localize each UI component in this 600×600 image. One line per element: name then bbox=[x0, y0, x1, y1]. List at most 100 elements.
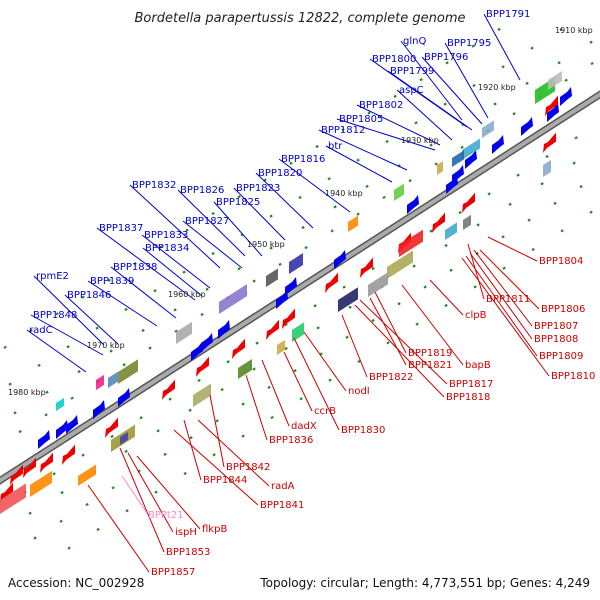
tick-mark bbox=[174, 329, 178, 333]
tick-mark bbox=[560, 229, 564, 233]
tick-mark bbox=[45, 390, 49, 394]
gene-arrow bbox=[118, 387, 130, 407]
tick-mark bbox=[220, 388, 224, 392]
tick-mark bbox=[328, 378, 332, 382]
gene-arrow bbox=[560, 86, 572, 106]
gene-arrow bbox=[0, 482, 13, 503]
leader-line bbox=[400, 40, 463, 121]
leader-line bbox=[197, 419, 270, 487]
kbp-label: 1960 kbp bbox=[168, 290, 206, 299]
gene-arrow bbox=[66, 414, 78, 434]
tick-mark bbox=[512, 112, 516, 116]
tick-mark bbox=[60, 490, 64, 495]
kbp-label: 1980 kbp bbox=[8, 388, 46, 397]
gene-arrow bbox=[10, 464, 23, 485]
map-title: Bordetella parapertussis 12822, complete… bbox=[135, 11, 466, 26]
tick-mark bbox=[109, 349, 113, 353]
gene-arrow bbox=[543, 132, 556, 153]
tick-mark bbox=[423, 285, 427, 289]
gene-box bbox=[387, 250, 413, 279]
accession-text: Accession: NC_002928 bbox=[8, 576, 144, 590]
tick-mark bbox=[284, 346, 288, 351]
leader-line bbox=[110, 266, 177, 319]
reverse-gene-label: flkpB bbox=[202, 524, 227, 535]
tick-mark bbox=[572, 161, 576, 165]
leader-line bbox=[278, 158, 351, 213]
forward-gene-label: BPP1832 bbox=[132, 180, 176, 191]
tick-mark bbox=[241, 434, 245, 438]
leader-line bbox=[374, 291, 407, 354]
leader-line bbox=[33, 275, 105, 346]
gene-arrow bbox=[407, 194, 419, 214]
reverse-gene-label: BPP1809 bbox=[539, 351, 583, 362]
tick-mark bbox=[574, 136, 578, 140]
kbp-label: 1920 kbp bbox=[478, 83, 516, 92]
tick-mark bbox=[182, 270, 186, 274]
tick-mark bbox=[408, 179, 412, 183]
leader-line bbox=[87, 280, 158, 327]
tick-mark bbox=[301, 225, 305, 230]
forward-gene-label: BPP1812 bbox=[321, 125, 365, 136]
reverse-gene-label: BPP1817 bbox=[449, 379, 493, 390]
gene-arrow bbox=[93, 399, 105, 419]
tick-mark bbox=[226, 360, 230, 364]
gene-arrow bbox=[232, 338, 245, 359]
gene-box bbox=[368, 272, 388, 297]
leader-line bbox=[245, 374, 268, 441]
tick-mark bbox=[255, 341, 259, 345]
gene-box bbox=[266, 268, 278, 287]
tick-mark bbox=[348, 305, 352, 309]
gene-arrow bbox=[105, 417, 118, 438]
forward-gene-label: BPP1791 bbox=[486, 9, 530, 20]
tick-mark bbox=[148, 346, 152, 350]
tick-mark bbox=[516, 173, 520, 177]
gene-box bbox=[543, 159, 551, 177]
tick-mark bbox=[3, 345, 7, 349]
reverse-gene-label: BPP1810 bbox=[551, 371, 595, 382]
leader-line bbox=[359, 299, 448, 385]
gene-box bbox=[399, 229, 423, 257]
tick-mark bbox=[81, 295, 85, 299]
gene-box bbox=[56, 397, 64, 411]
tick-mark bbox=[110, 434, 114, 439]
leader-line bbox=[479, 249, 540, 310]
gene-arrow bbox=[56, 419, 68, 439]
forward-gene-label: BPP1823 bbox=[236, 183, 280, 194]
tick-mark bbox=[95, 326, 99, 330]
forward-gene-label: BPP1799 bbox=[390, 66, 434, 77]
tick-mark bbox=[458, 210, 462, 215]
leader-line bbox=[255, 172, 314, 229]
leader-line bbox=[96, 227, 196, 301]
tick-mark bbox=[13, 411, 17, 415]
reverse-gene-label: BPP1853 bbox=[166, 547, 210, 558]
tick-mark bbox=[501, 65, 505, 69]
tick-mark bbox=[501, 235, 505, 239]
tick-mark bbox=[124, 449, 128, 454]
reverse-gene-label: ispH bbox=[175, 527, 197, 538]
forward-gene-label: BPP1838 bbox=[113, 262, 157, 273]
tick-mark bbox=[139, 416, 143, 420]
reverse-gene-label: BPP1836 bbox=[269, 435, 313, 446]
gene-arrow bbox=[23, 457, 36, 478]
tick-mark bbox=[419, 77, 423, 82]
reverse-gene-label: BPP1821 bbox=[408, 360, 452, 371]
genome-backbone bbox=[0, 90, 600, 485]
tick-mark bbox=[589, 40, 593, 44]
forward-gene-label: BPP1834 bbox=[145, 243, 189, 254]
tick-mark bbox=[28, 511, 32, 515]
tick-mark bbox=[81, 453, 85, 457]
gene-box bbox=[120, 431, 128, 445]
tick-mark bbox=[445, 61, 449, 65]
tick-mark bbox=[67, 546, 71, 550]
reverse-gene-label: nodI bbox=[348, 386, 370, 397]
leader-line bbox=[483, 13, 521, 81]
gene-box bbox=[548, 71, 562, 90]
gene-arrow bbox=[334, 249, 346, 269]
tick-mark bbox=[327, 177, 331, 181]
gene-box bbox=[289, 253, 303, 274]
tick-mark bbox=[540, 182, 544, 186]
leader-line bbox=[30, 314, 104, 356]
tick-mark bbox=[153, 289, 157, 293]
tick-mark bbox=[341, 128, 345, 132]
